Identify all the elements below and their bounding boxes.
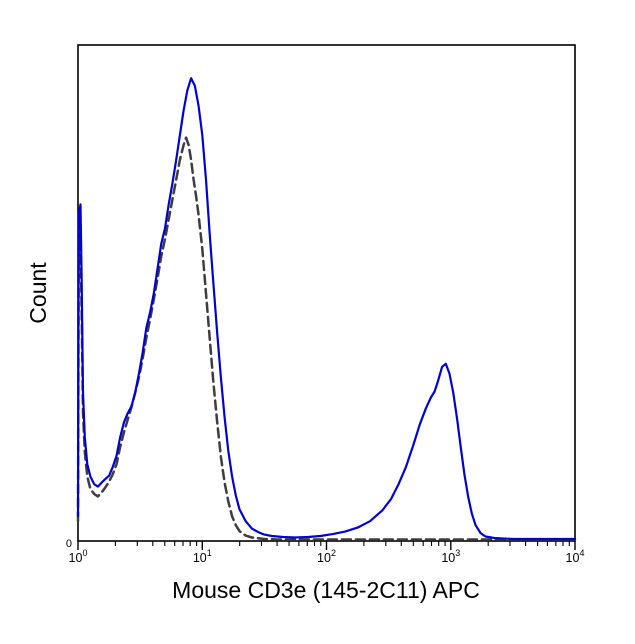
y-axis-label: Count <box>25 262 51 324</box>
x-tick-label: 104 <box>566 548 585 565</box>
x-tick-label: 103 <box>441 548 460 565</box>
plot-frame <box>77 44 576 542</box>
series-unstained-control <box>76 136 577 541</box>
y-axis-origin-label: 0 <box>66 538 72 550</box>
x-axis-label: Mouse CD3e (145-2C11) APC <box>172 577 480 603</box>
x-axis-major-ticks <box>77 541 576 550</box>
series-cd3e-apc-stained <box>76 77 577 541</box>
plot-layer: 100 101 102 103 104 <box>69 44 585 565</box>
x-tick-label: 100 <box>69 548 88 565</box>
x-axis-minor-ticks <box>114 541 570 546</box>
x-tick-label: 101 <box>193 548 212 565</box>
x-tick-label: 102 <box>317 548 336 565</box>
